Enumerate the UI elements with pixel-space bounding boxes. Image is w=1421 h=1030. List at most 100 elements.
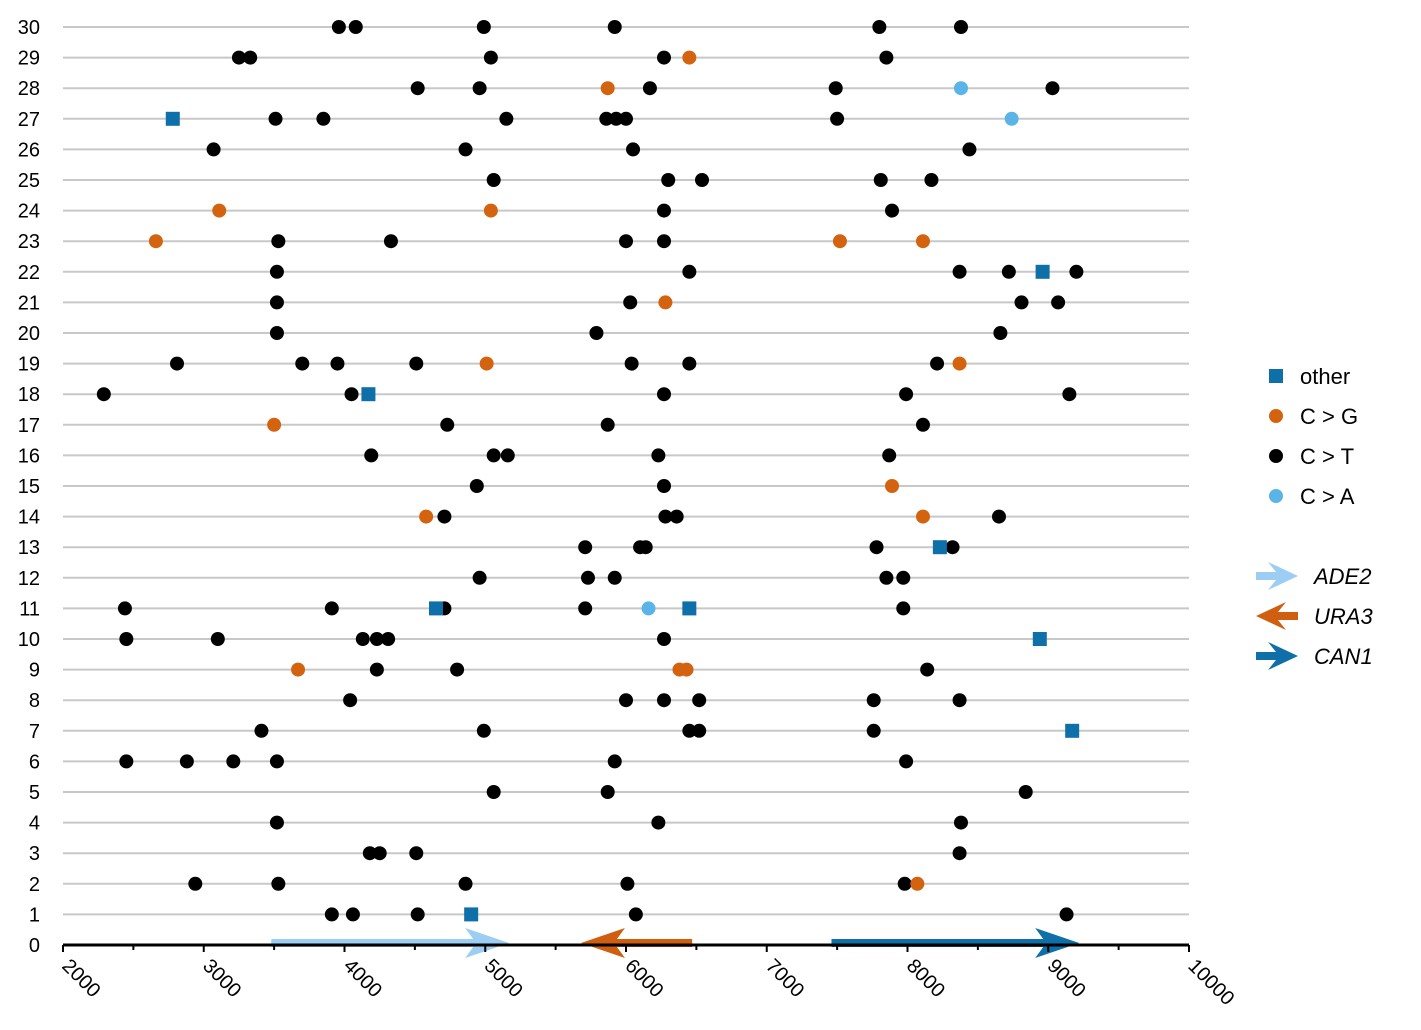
point-c-to-g (915, 234, 930, 249)
point-c-to-t (657, 479, 672, 493)
point-c-to-t (483, 50, 498, 65)
y-tick-label: 11 (19, 598, 40, 620)
x-axis-tick-labels: 2000 3000 4000 5000 6000 7000 8000 9000 10000 (57, 955, 1238, 1010)
point-c-to-t (210, 632, 225, 646)
y-tick-label: 6 (29, 751, 40, 773)
point-other (682, 601, 697, 616)
point-c-to-t (1062, 387, 1077, 402)
point-c-to-g (679, 662, 694, 677)
point-c-to-t (897, 876, 912, 891)
point-c-to-t (872, 20, 887, 34)
point-c-to-t (924, 173, 939, 187)
point-c-to-t (930, 356, 945, 371)
point-c-to-t (472, 81, 487, 96)
legend-gene-arrow-ade2 (1256, 562, 1298, 590)
legend: other C > G C > T C > A ADE2 URA3 CAN1 (1256, 364, 1373, 670)
point-c-to-t (682, 356, 697, 371)
point-c-to-t (953, 815, 968, 830)
point-c-to-t (437, 509, 452, 524)
point-c-to-t (651, 448, 666, 463)
y-tick-label: 24 (18, 201, 40, 223)
point-c-to-g (952, 356, 967, 371)
point-c-to-t (383, 234, 398, 249)
point-c-to-t (620, 876, 635, 891)
point-c-to-t (1051, 295, 1066, 310)
point-c-to-t (599, 111, 614, 126)
y-tick-label: 1 (29, 904, 40, 926)
point-c-to-g (267, 417, 282, 432)
y-tick-label: 22 (18, 262, 40, 284)
point-c-to-t (96, 387, 111, 402)
point-c-to-t (953, 20, 968, 34)
point-c-to-t (869, 540, 884, 555)
point-c-to-t (885, 203, 900, 218)
point-c-to-t (962, 142, 977, 157)
y-tick-label: 13 (18, 537, 40, 559)
point-c-to-g (419, 509, 434, 524)
point-c-to-t (331, 20, 346, 34)
point-c-to-t (896, 601, 911, 616)
y-tick-label: 19 (18, 354, 40, 376)
point-c-to-a (953, 81, 968, 96)
x-tick-label: 3000 (198, 955, 245, 1002)
y-tick-label: 2 (29, 874, 40, 896)
point-c-to-t (450, 662, 465, 677)
point-c-to-t (476, 20, 491, 34)
point-c-to-t (651, 815, 666, 830)
point-c-to-t (952, 693, 967, 708)
point-c-to-t (619, 693, 633, 708)
y-axis-tick-labels: 0123456789101112131415161718192021222324… (18, 17, 40, 957)
point-c-to-g (483, 203, 498, 218)
point-c-to-g (885, 479, 900, 493)
point-c-to-t (1069, 264, 1084, 279)
point-c-to-t (440, 417, 455, 432)
legend-label: C > A (1300, 484, 1355, 509)
y-tick-label: 3 (29, 843, 40, 865)
point-c-to-t (409, 356, 424, 371)
y-tick-label: 25 (18, 170, 40, 192)
point-c-to-t (882, 448, 897, 463)
point-c-to-t (879, 570, 894, 585)
point-c-to-t (866, 723, 881, 738)
point-c-to-t (381, 632, 396, 646)
point-c-to-t (692, 693, 707, 708)
point-c-to-t (658, 509, 673, 524)
point-c-to-t (119, 754, 134, 769)
point-c-to-t (642, 81, 657, 96)
point-c-to-t (600, 417, 615, 432)
point-c-to-t (682, 264, 697, 279)
y-tick-label: 17 (18, 415, 40, 437)
x-tick-label: 10000 (1183, 955, 1238, 1010)
point-c-to-t (578, 540, 593, 555)
point-c-to-t (348, 20, 363, 34)
point-c-to-t (330, 356, 345, 371)
point-c-to-t (188, 876, 203, 891)
point-c-to-t (952, 264, 967, 279)
point-c-to-t (410, 907, 425, 922)
legend-label: C > G (1300, 404, 1358, 429)
point-c-to-t (993, 326, 1008, 340)
point-c-to-t (344, 387, 359, 402)
legend-marker (1269, 449, 1283, 463)
point-c-to-t (117, 601, 132, 616)
y-tick-label: 18 (18, 384, 40, 406)
point-c-to-t (657, 234, 672, 249)
point-c-to-t (657, 203, 672, 218)
point-c-to-t (476, 723, 491, 738)
point-c-to-t (607, 570, 622, 585)
legend-gene-arrow-ura3 (1256, 602, 1298, 630)
y-tick-label: 15 (18, 476, 40, 498)
point-c-to-t (269, 815, 284, 830)
point-c-to-t (669, 509, 684, 524)
y-tick-label: 27 (18, 109, 40, 131)
point-c-to-t (899, 754, 914, 769)
point-c-to-t (409, 846, 424, 861)
point-c-to-t (692, 723, 707, 738)
legend-marker (1269, 409, 1283, 423)
point-c-to-t (661, 173, 676, 187)
point-c-to-t (920, 662, 935, 677)
y-tick-label: 16 (18, 445, 40, 467)
point-c-to-g (832, 234, 847, 249)
point-other (464, 907, 479, 922)
